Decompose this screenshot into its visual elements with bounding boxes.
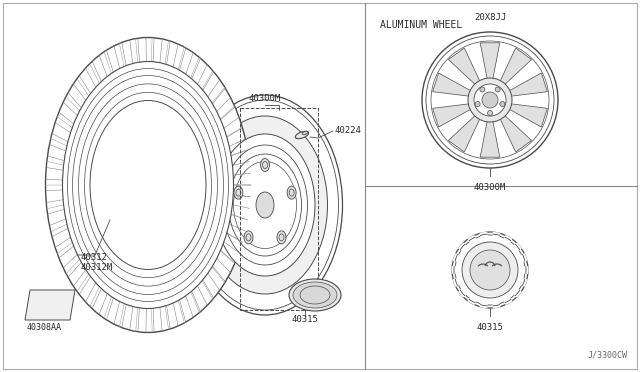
Text: 40315: 40315 (292, 315, 319, 324)
Circle shape (474, 84, 506, 116)
Circle shape (488, 110, 493, 115)
Polygon shape (449, 48, 481, 86)
Polygon shape (508, 73, 547, 96)
Polygon shape (480, 120, 500, 157)
Circle shape (495, 87, 500, 92)
Text: ALUMINUM WHEEL: ALUMINUM WHEEL (380, 20, 462, 30)
Bar (240, 108, 318, 310)
Text: 40312: 40312 (80, 253, 107, 263)
Ellipse shape (45, 38, 250, 333)
Text: 40224: 40224 (335, 125, 362, 135)
Polygon shape (508, 104, 547, 127)
Ellipse shape (295, 131, 308, 139)
Circle shape (475, 102, 480, 106)
Ellipse shape (244, 231, 253, 244)
Text: 20X8JJ: 20X8JJ (474, 13, 506, 22)
Polygon shape (25, 290, 75, 320)
Circle shape (470, 250, 510, 290)
Ellipse shape (188, 95, 342, 315)
Circle shape (482, 92, 498, 108)
Text: 40315: 40315 (477, 323, 504, 332)
Circle shape (462, 242, 518, 298)
Polygon shape (480, 43, 500, 80)
Ellipse shape (302, 131, 308, 135)
Polygon shape (433, 104, 472, 127)
Ellipse shape (63, 61, 234, 308)
Text: 40308AA: 40308AA (27, 323, 62, 331)
Text: 40312M: 40312M (80, 263, 112, 273)
Ellipse shape (287, 186, 296, 199)
Ellipse shape (293, 282, 337, 308)
Polygon shape (449, 115, 481, 152)
Ellipse shape (202, 116, 328, 294)
Ellipse shape (215, 134, 315, 276)
Ellipse shape (256, 192, 274, 218)
Ellipse shape (260, 158, 269, 171)
Ellipse shape (277, 231, 286, 244)
Circle shape (422, 32, 558, 168)
Polygon shape (500, 115, 532, 152)
Circle shape (480, 87, 485, 92)
Text: J/3300CW: J/3300CW (588, 351, 628, 360)
Ellipse shape (234, 186, 243, 199)
Circle shape (468, 78, 512, 122)
Polygon shape (500, 48, 532, 86)
Circle shape (500, 102, 505, 106)
Polygon shape (433, 73, 472, 96)
Circle shape (452, 232, 528, 308)
Text: 40300M: 40300M (249, 94, 281, 103)
Text: 40300M: 40300M (474, 183, 506, 192)
Ellipse shape (90, 100, 206, 269)
Ellipse shape (289, 279, 341, 311)
